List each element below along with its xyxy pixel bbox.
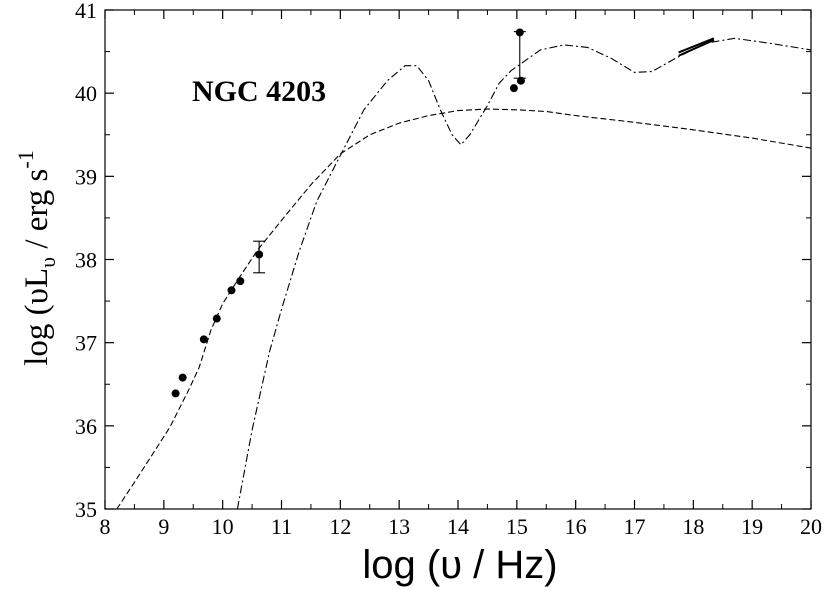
x-tick-label: 9 (158, 514, 169, 539)
x-axis-label: log (υ / Hz) (362, 543, 557, 587)
y-tick-label: 37 (75, 331, 97, 356)
plot-layer (116, 28, 812, 510)
x-tick-label: 13 (388, 514, 410, 539)
y-tick-label: 36 (75, 414, 97, 439)
x-tick-label: 16 (565, 514, 587, 539)
x-ticks: 8 9 10 11 12 13 14 15 16 17 18 19 20 (100, 10, 822, 539)
x-tick-label: 20 (800, 514, 822, 539)
data-point (212, 314, 221, 323)
x-tick-label: 17 (624, 514, 646, 539)
x-tick-label: 11 (271, 514, 292, 539)
data-point (199, 335, 208, 344)
xray-bowtie-upper (678, 37, 715, 54)
y-label-prefix: log ( (19, 304, 55, 365)
y-tick-label: 40 (75, 81, 97, 106)
y-label-symbol: υL (19, 268, 55, 305)
y-label-mid: / erg s (19, 169, 55, 257)
dashed-model-curve (116, 108, 812, 510)
y-tick-label: 38 (75, 248, 97, 273)
data-point (509, 84, 518, 93)
data-point (171, 389, 180, 398)
xray-bowtie-lower (678, 39, 715, 57)
y-tick-label: 35 (75, 497, 97, 522)
x-tick-label: 10 (212, 514, 234, 539)
x-tick-label: 19 (741, 514, 763, 539)
y-tick-label: 39 (75, 164, 97, 189)
x-tick-label: 14 (447, 514, 469, 539)
x-tick-label: 18 (682, 514, 704, 539)
x-tick-label: 8 (100, 514, 111, 539)
dashdot-model-curve (236, 37, 812, 510)
data-point (178, 373, 187, 382)
y-ticks: 35 36 37 38 39 40 41 (75, 0, 811, 522)
x-tick-label: 15 (506, 514, 528, 539)
y-label-superscript: -1 (13, 150, 38, 168)
x-tick-label: 12 (329, 514, 351, 539)
y-tick-label: 41 (75, 0, 97, 23)
y-axis-label: log (υLυ / erg s-1 (13, 150, 60, 365)
chart-annotation: NGC 4203 (192, 75, 326, 108)
y-label-subscript: υ (35, 257, 60, 268)
data-point (236, 277, 245, 286)
